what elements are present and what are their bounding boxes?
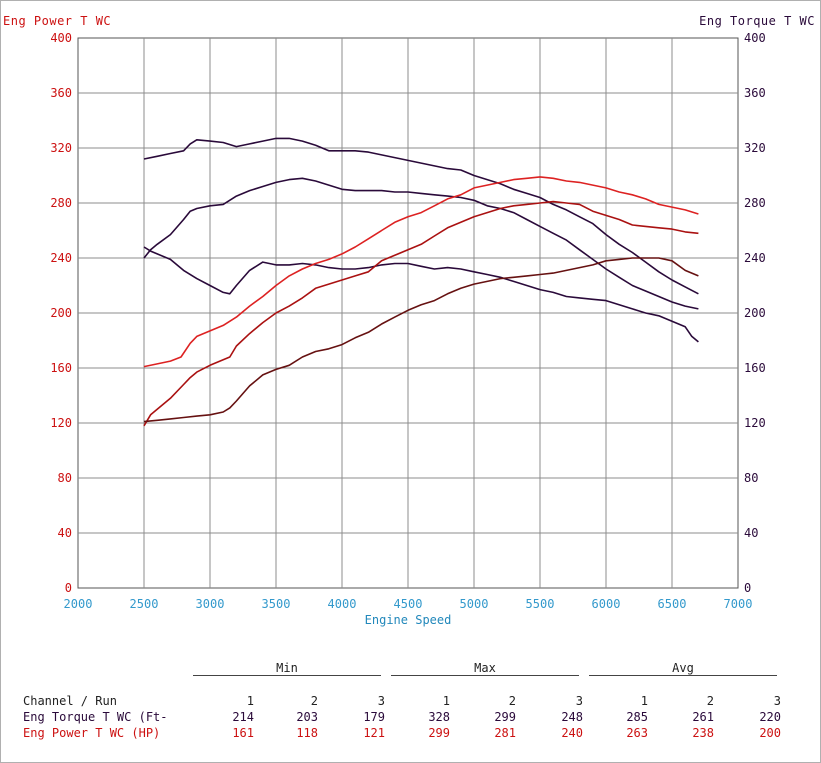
right-axis-title: Eng Torque T WC: [699, 14, 815, 28]
x-tick-label: 6500: [658, 597, 687, 611]
y-right-tick-label: 320: [744, 141, 766, 155]
y-left-tick-label: 120: [50, 416, 72, 430]
y-right-tick-label: 120: [744, 416, 766, 430]
series-line-6: [143, 257, 699, 423]
y-left-tick-label: 320: [50, 141, 72, 155]
series-line-5: [143, 200, 699, 427]
left-axis-title: Eng Power T WC: [3, 14, 112, 28]
series-line-4: [143, 176, 699, 368]
x-tick-label: 4000: [328, 597, 357, 611]
y-left-tick-label: 160: [50, 361, 72, 375]
x-tick-label: 5000: [460, 597, 489, 611]
y-right-tick-label: 160: [744, 361, 766, 375]
y-left-tick-label: 0: [65, 581, 72, 595]
x-tick-label: 5500: [526, 597, 555, 611]
series-line-3: [143, 246, 699, 343]
y-right-tick-label: 280: [744, 196, 766, 210]
x-tick-label: 6000: [592, 597, 621, 611]
dyno-chart: 2000 2500 3000 3500 4000 4500 5000 5500 6000 6500…: [50, 31, 766, 627]
y-left-tick-label: 80: [58, 471, 72, 485]
y-right-tick-label: 200: [744, 306, 766, 320]
x-tick-label: 2000: [64, 597, 93, 611]
y-left-tick-label: 280: [50, 196, 72, 210]
y-right-tick-label: 360: [744, 86, 766, 100]
x-tick-label: 3000: [196, 597, 225, 611]
y-right-tick-label: 0: [744, 581, 751, 595]
x-tick-label: 4500: [394, 597, 423, 611]
x-tick-label: 2500: [130, 597, 159, 611]
x-tick-label: 3500: [262, 597, 291, 611]
y-right-tick-label: 40: [744, 526, 758, 540]
y-left-tick-label: 200: [50, 306, 72, 320]
series-line-1: [143, 137, 699, 295]
y-left-tick-label: 360: [50, 86, 72, 100]
y-left-tick-label: 400: [50, 31, 72, 45]
y-right-tick-label: 400: [744, 31, 766, 45]
series-line-2: [143, 177, 699, 310]
y-right-tick-label: 80: [744, 471, 758, 485]
y-left-tick-label: 240: [50, 251, 72, 265]
x-tick-label: 7000: [724, 597, 753, 611]
y-right-tick-label: 240: [744, 251, 766, 265]
x-axis-label: Engine Speed: [365, 613, 452, 627]
y-left-tick-label: 40: [58, 526, 72, 540]
